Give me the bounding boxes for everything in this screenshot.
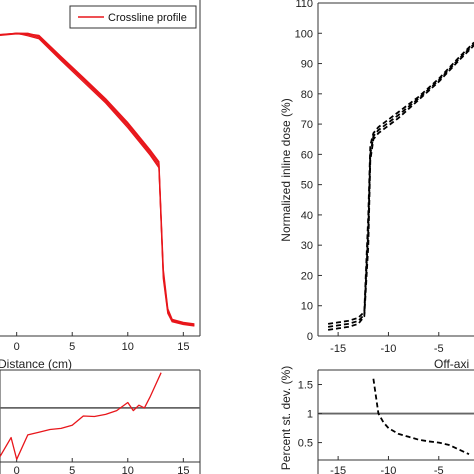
left-bottom-panel: 0 5 10 15	[0, 369, 201, 474]
x-tick-label: 5	[69, 465, 75, 474]
right-bottom-panel: -15 -10 -5 0.5 1 1.5 Percent st. dev. (%)	[279, 366, 474, 474]
x-tick-label: -5	[434, 343, 444, 355]
y-tick-label: 1	[307, 409, 313, 421]
x-tick-label: 10	[122, 341, 134, 353]
right-main-series-line	[327, 41, 474, 325]
right-bottom-series	[372, 378, 470, 456]
left-main-series	[0, 32, 195, 327]
y-tick-label: 90	[301, 59, 313, 71]
y-tick-label: 0	[307, 331, 313, 343]
y-tick-label: 1.5	[298, 380, 313, 392]
x-tick-label: 0	[14, 341, 20, 353]
y-tick-label: 80	[301, 89, 313, 101]
x-tick-label: -10	[380, 465, 396, 474]
right-bottom-y-label: Percent st. dev. (%)	[279, 366, 293, 470]
x-tick-label: -15	[330, 465, 346, 474]
left-main-x-ticks: 0 5 10 15	[14, 332, 189, 353]
x-tick-label: 15	[177, 465, 189, 474]
legend: Crossline profile	[69, 5, 197, 29]
left-main-series-line	[0, 33, 195, 327]
left-bottom-x-ticks: 0 5 10 15	[14, 458, 189, 474]
y-tick-label: 100	[295, 28, 313, 40]
right-main-series-line	[327, 44, 474, 331]
right-main-y-label: Normalized inline dose (%)	[279, 98, 293, 241]
x-tick-label: 10	[122, 465, 134, 474]
y-tick-label: 0.5	[298, 438, 313, 450]
x-tick-label: -10	[380, 343, 396, 355]
right-main-ticks: -15 -10 -5 0 10 20 30 40 50 60 70 80 90 100 110	[295, 0, 444, 355]
left-main-series-line	[0, 32, 195, 325]
y-tick-label: 20	[301, 270, 313, 282]
legend-box	[69, 5, 197, 29]
y-tick-label: 30	[301, 240, 313, 252]
left-bottom-series-line	[0, 372, 162, 460]
right-bottom-series-line	[372, 378, 470, 456]
right-bottom-ticks: -15 -10 -5 0.5 1 1.5	[298, 380, 444, 474]
x-tick-label: -5	[434, 465, 444, 474]
y-tick-label: 10	[301, 301, 313, 313]
right-main-series	[327, 41, 474, 331]
y-tick-label: 60	[301, 149, 313, 161]
x-tick-label: 15	[177, 341, 189, 353]
x-tick-label: -15	[330, 343, 346, 355]
left-main-panel: 0 5 10 15 Distance (cm) Crossline profile	[0, 0, 201, 371]
right-main-x-label: Off-axi	[434, 357, 469, 371]
legend-label: Crossline profile	[108, 12, 187, 24]
right-main-series-line	[327, 43, 474, 328]
y-tick-label: 50	[301, 180, 313, 192]
left-bottom-series	[0, 372, 162, 460]
left-main-x-label: Distance (cm)	[0, 357, 72, 371]
y-tick-label: 70	[301, 119, 313, 131]
y-tick-label: 110	[295, 0, 313, 10]
right-main-panel: -15 -10 -5 0 10 20 30 40 50 60 70 80 90 100 110 Normal…	[279, 0, 474, 371]
x-tick-label: 5	[69, 341, 75, 353]
y-tick-label: 40	[301, 210, 313, 222]
x-tick-label: 0	[14, 465, 20, 474]
